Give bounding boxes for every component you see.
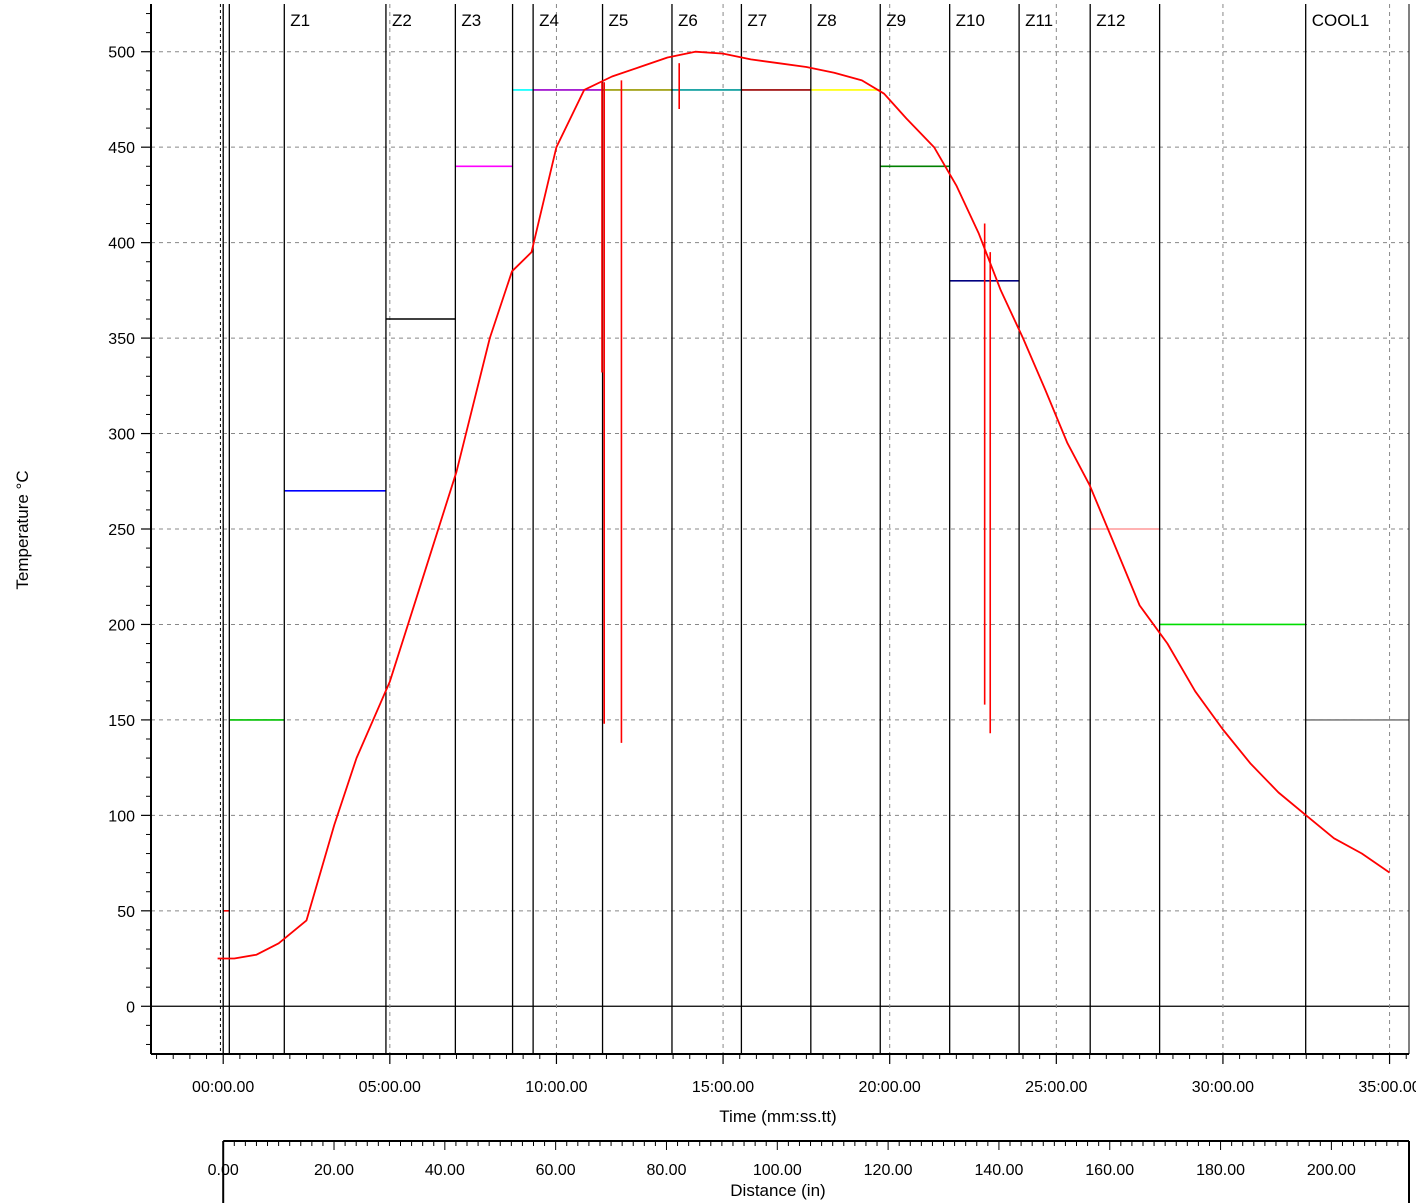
zone-label: Z4 — [539, 11, 559, 30]
distance-tick-label: 100.00 — [753, 1162, 802, 1179]
zone-label: Z1 — [290, 11, 310, 30]
zone-label: Z9 — [886, 11, 906, 30]
distance-tick-label: 60.00 — [536, 1162, 576, 1179]
x-tick-label: 30:00.00 — [1192, 1079, 1254, 1096]
zone-label: COOL1 — [1312, 11, 1370, 30]
x-tick-label: 00:00.00 — [192, 1079, 254, 1096]
y-tick-label: 100 — [108, 808, 135, 825]
y-axis-label: Temperature °C — [13, 470, 32, 589]
temperature-curve — [217, 50, 1391, 960]
distance-tick-label: 180.00 — [1196, 1162, 1245, 1179]
y-tick-label: 450 — [108, 140, 135, 157]
zone-label: Z7 — [747, 11, 767, 30]
grid — [151, 4, 1409, 1054]
zone-label: Z11 — [1025, 11, 1053, 30]
x-tick-label: 20:00.00 — [859, 1079, 921, 1096]
y-tick-label: 250 — [108, 522, 135, 539]
x-tick-label: 25:00.00 — [1025, 1079, 1087, 1096]
distance-tick-label: 200.00 — [1307, 1162, 1356, 1179]
series-layer — [217, 50, 1391, 960]
distance-tick-label: 140.00 — [974, 1162, 1023, 1179]
distance-tick-label: 80.00 — [646, 1162, 686, 1179]
y-tick-label: 300 — [108, 427, 135, 444]
distance-tick-label: 40.00 — [425, 1162, 465, 1179]
x-tick-label: 10:00.00 — [525, 1079, 587, 1096]
y-tick-label: 0 — [126, 999, 135, 1016]
zone-label: Z8 — [817, 11, 837, 30]
zone-label: Z2 — [392, 11, 412, 30]
zone-label: Z10 — [956, 11, 985, 30]
y-tick-label: 150 — [108, 713, 135, 730]
distance-tick-label: 20.00 — [314, 1162, 354, 1179]
y-tick-label: 200 — [108, 617, 135, 634]
x-tick-label: 15:00.00 — [692, 1079, 754, 1096]
y-tick-label: 500 — [108, 45, 135, 62]
zone-label: Z3 — [461, 11, 481, 30]
axes: 0 50 100 150 200 250 300 350 400 450 500 00:00.00 05… — [108, 4, 1416, 1203]
distance-tick-label: 160.00 — [1085, 1162, 1134, 1179]
distance-tick-label: 0.00 — [208, 1162, 239, 1179]
zone-label: Z12 — [1096, 11, 1125, 30]
x-tick-label: 35:00.00 — [1358, 1079, 1416, 1096]
x-axis-label: Time (mm:ss.tt) — [719, 1107, 836, 1126]
y-tick-label: 50 — [117, 904, 135, 921]
distance-axis-label: Distance (in) — [730, 1181, 825, 1200]
y-tick-label: 400 — [108, 236, 135, 253]
zone-label: Z5 — [609, 11, 629, 30]
x-tick-label: 05:00.00 — [359, 1079, 421, 1096]
y-tick-label: 350 — [108, 331, 135, 348]
zone-label: Z6 — [678, 11, 698, 30]
distance-tick-label: 120.00 — [864, 1162, 913, 1179]
